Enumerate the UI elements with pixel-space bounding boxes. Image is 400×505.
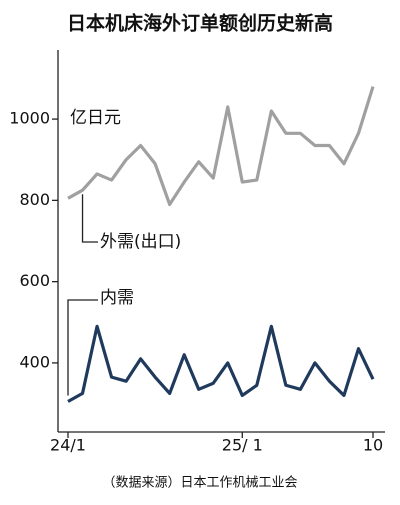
series-label: 内需 <box>100 288 134 308</box>
series-label: 外需(出口) <box>100 232 181 252</box>
y-unit: 亿日元 <box>70 108 121 128</box>
x-tick-label: 24/1 <box>50 436 86 455</box>
chart-title: 日本机床海外订单额创历史新高 <box>67 12 333 35</box>
y-tick-label: 400 <box>19 352 50 371</box>
y-tick-label: 600 <box>19 271 50 290</box>
leader-line <box>67 299 98 396</box>
source: （数据来源）日本工作机械工业会 <box>102 476 297 491</box>
leader-line <box>81 194 98 243</box>
x-tick-label: 10 <box>363 436 383 455</box>
x-tick-label: 25/ 1 <box>222 436 263 455</box>
y-tick-label: 800 <box>19 190 50 209</box>
series-line <box>67 86 375 207</box>
series-line <box>67 324 375 403</box>
y-tick-label: 1000 <box>9 109 50 128</box>
